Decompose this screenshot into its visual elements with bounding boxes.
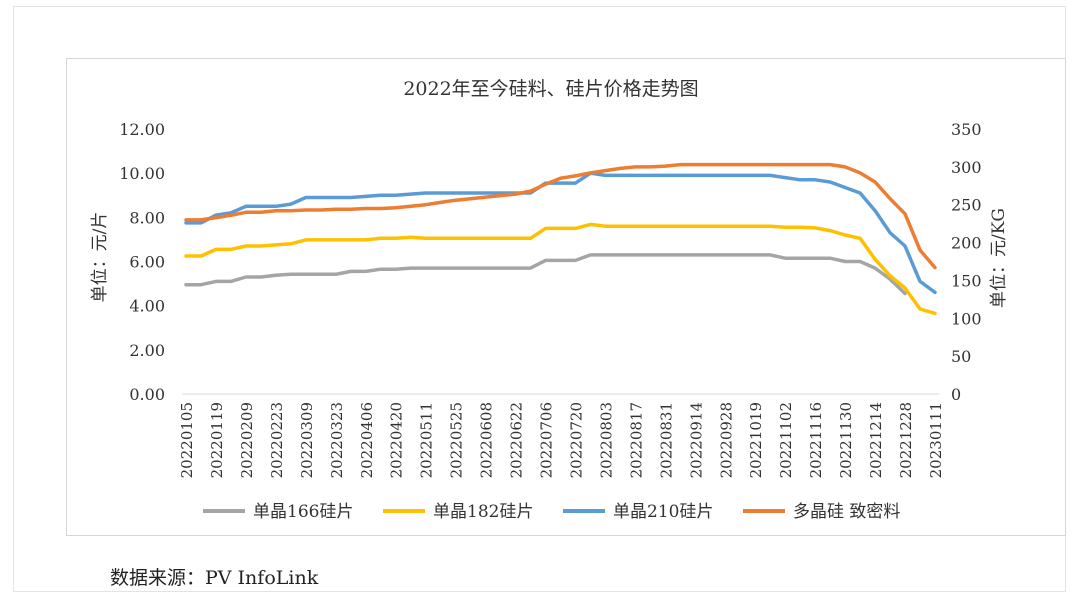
line-chart: 2022年至今硅料、硅片价格走势图 0.00 2.00 4.00 6.00 8.00 10… — [90, 78, 1009, 522]
y2-tick-label: 50 — [951, 347, 971, 366]
legend-label: 单晶182硅片 — [433, 502, 533, 522]
x-tick-label: 20220928 — [717, 402, 735, 478]
y2-tick-label: 200 — [951, 234, 982, 253]
y2-axis-prefix: 单位： — [989, 257, 1009, 308]
chart-title: 2022年至今硅料、硅片价格走势图 — [403, 78, 698, 100]
series-line — [184, 171, 937, 295]
x-tick-label: 20221102 — [777, 402, 795, 478]
x-tick-label: 20221214 — [867, 402, 885, 478]
x-tick-label: 20220323 — [328, 402, 346, 478]
x-tick-label: 20220720 — [567, 402, 585, 478]
x-tick-label: 20220608 — [478, 402, 496, 478]
legend-label: 单晶210硅片 — [613, 502, 713, 522]
x-tick-label: 20221116 — [807, 402, 825, 478]
x-tick-label: 20221228 — [897, 402, 915, 478]
y-tick-label: 8.00 — [129, 208, 165, 227]
x-tick-label: 20220119 — [208, 402, 226, 478]
y-tick-label: 4.00 — [129, 297, 165, 316]
y-tick-label: 10.00 — [119, 164, 165, 183]
x-tick-label: 20220406 — [358, 402, 376, 478]
y-tick-label: 0.00 — [129, 385, 165, 404]
x-tick-label: 20220511 — [418, 402, 436, 478]
y2-tick-label: 0 — [951, 385, 961, 404]
x-tick-label: 20220706 — [538, 402, 556, 478]
legend-label: 单晶166硅片 — [253, 502, 353, 522]
x-tick-label: 20220420 — [388, 402, 406, 478]
y-tick-label: 6.00 — [129, 253, 165, 272]
x-tick-label: 20220803 — [597, 402, 615, 478]
x-tick-label: 20220105 — [178, 402, 196, 478]
x-tick-label: 20221019 — [747, 402, 765, 478]
x-tick-label: 20220831 — [657, 402, 675, 478]
x-tick-label: 20220223 — [268, 402, 286, 478]
y-axis-label: 单位：元/片 — [90, 212, 110, 303]
y2-tick-label: 250 — [951, 196, 982, 215]
x-tick-label: 20220525 — [448, 402, 466, 478]
y-tick-label: 2.00 — [129, 341, 165, 360]
y2-axis-label: 元/KG — [989, 208, 1009, 257]
x-tick-label: 20220622 — [508, 402, 526, 478]
y2-tick-label: 150 — [951, 271, 982, 290]
x-tick-label: 20220914 — [687, 402, 705, 478]
chart-area: 2022年至今硅料、硅片价格走势图 0.00 2.00 4.00 6.00 8.00 10… — [66, 58, 1066, 536]
x-tick-label: 20220309 — [298, 402, 316, 478]
legend-label: 多晶硅 致密料 — [793, 502, 900, 522]
y2-tick-label: 350 — [951, 120, 982, 139]
x-tick-label: 20220817 — [627, 402, 645, 478]
x-tick-label: 20220209 — [238, 402, 256, 478]
y2-tick-label: 100 — [951, 309, 982, 328]
y-tick-label: 12.00 — [119, 120, 165, 139]
x-tick-label: 20221130 — [837, 402, 855, 478]
y2-tick-label: 300 — [951, 158, 982, 177]
x-tick-label: 20230111 — [927, 402, 945, 478]
series-line — [184, 162, 937, 270]
source-note: 数据来源：PV InfoLink — [110, 567, 319, 589]
series-line — [184, 222, 937, 316]
series-line — [184, 253, 907, 296]
